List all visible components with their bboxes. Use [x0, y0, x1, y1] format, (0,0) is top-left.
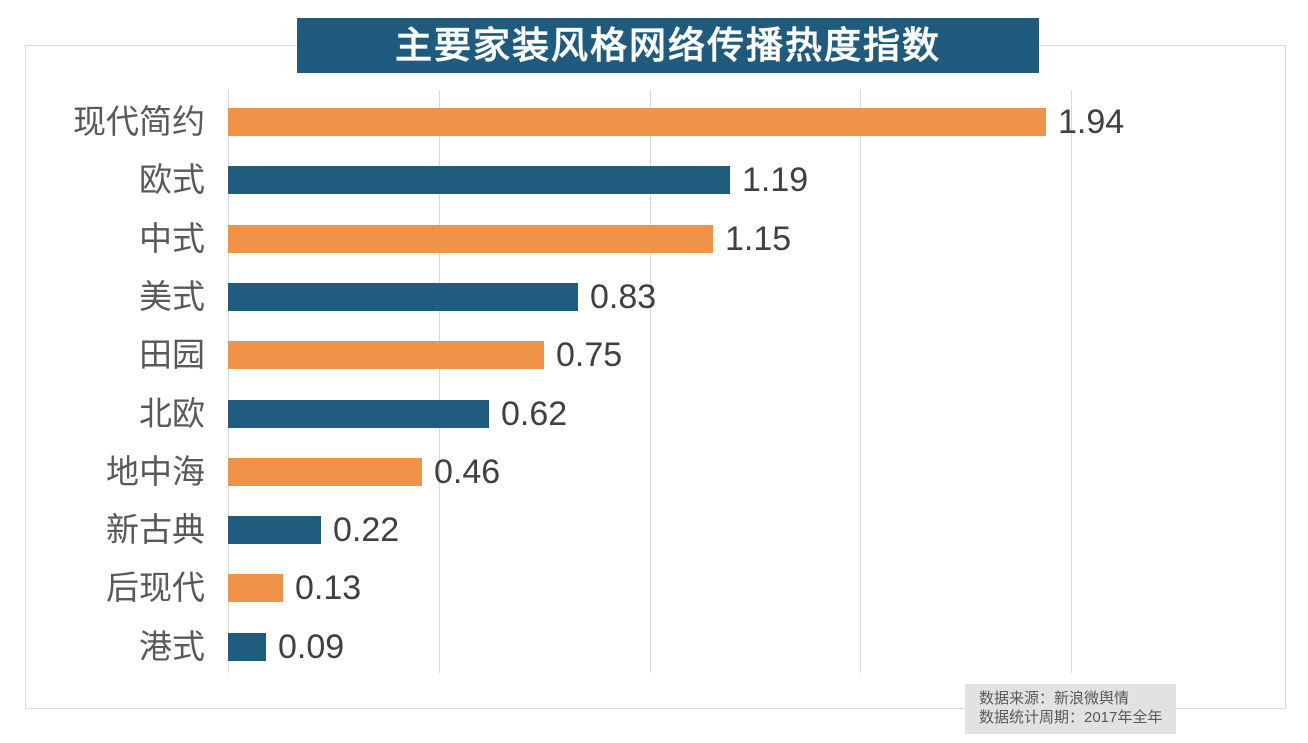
value-label: 0.09: [278, 627, 345, 666]
bar-3: [228, 224, 713, 253]
value-label: 0.75: [556, 336, 623, 375]
category-label: 港式: [139, 627, 205, 665]
gridline: [650, 90, 651, 673]
gridline: [1071, 90, 1072, 673]
value-label: 1.15: [725, 219, 792, 258]
bar-7: [228, 457, 422, 486]
bar-10: [228, 632, 266, 661]
plot-area: 现代简约 1.94 欧式 1.19 中式 1.15 美式 0.83 田园 0.75 北欧 0.62 地中…: [73, 90, 1124, 673]
category-label: 欧式: [139, 161, 205, 199]
source-note: 数据来源：新浪微舆情 数据统计周期：2017年全年: [965, 684, 1177, 734]
value-label: 1.19: [742, 161, 809, 200]
source-note-line2: 数据统计周期：2017年全年: [979, 709, 1163, 726]
value-label: 0.13: [295, 569, 362, 608]
value-label: 0.46: [434, 452, 501, 491]
gridline: [439, 90, 440, 673]
category-label: 美式: [139, 277, 205, 315]
bar-4: [228, 282, 578, 311]
value-label: 0.83: [590, 277, 657, 316]
category-label: 地中海: [106, 452, 205, 490]
source-note-line1: 数据来源：新浪微舆情: [979, 690, 1130, 707]
value-label: 1.94: [1058, 103, 1125, 141]
chart-title: 主要家装风格网络传播热度指数: [395, 25, 941, 66]
bar-2: [228, 166, 730, 195]
bar-5: [228, 341, 544, 370]
bar-9: [228, 574, 283, 603]
chart-title-banner: 主要家装风格网络传播热度指数: [297, 18, 1039, 73]
category-label: 新古典: [106, 511, 205, 549]
value-label: 0.62: [501, 394, 568, 433]
category-label: 后现代: [106, 569, 205, 607]
bar-6: [228, 399, 489, 428]
gridline: [228, 90, 229, 673]
bar-8: [228, 516, 321, 545]
category-label: 现代简约: [73, 103, 205, 140]
category-label: 北欧: [139, 394, 205, 432]
gridline: [860, 90, 861, 673]
category-label: 中式: [139, 219, 205, 257]
bar-1: [228, 108, 1046, 136]
category-label: 田园: [139, 336, 205, 374]
value-label: 0.22: [333, 511, 400, 550]
